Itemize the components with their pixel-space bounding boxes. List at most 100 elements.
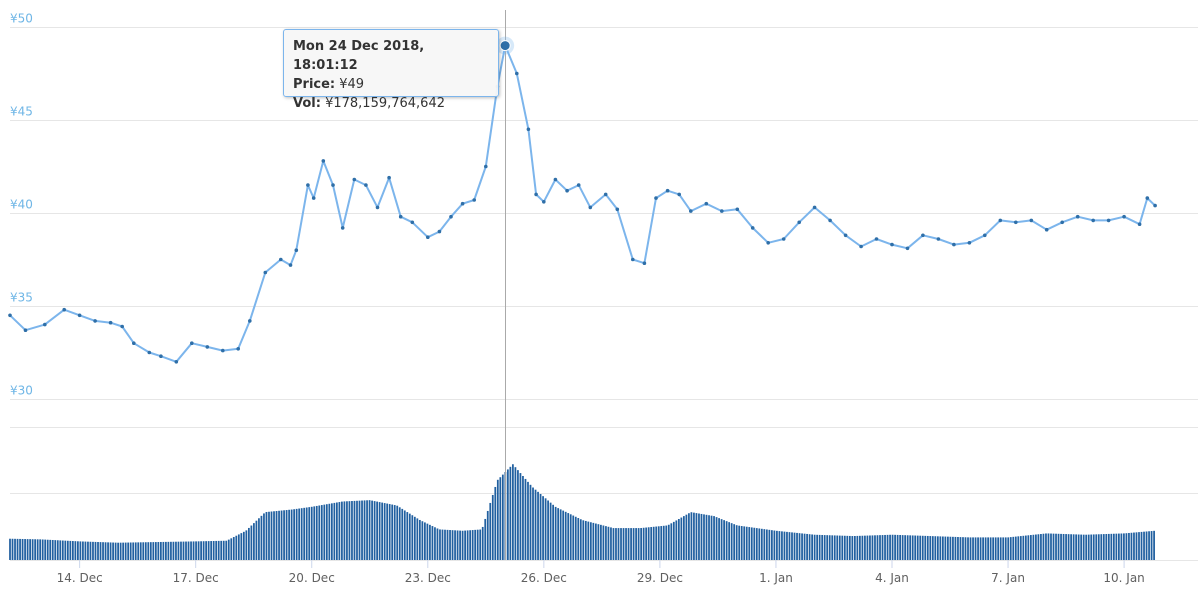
volume-bar xyxy=(831,535,834,560)
volume-bar xyxy=(215,540,218,560)
volume-bar xyxy=(549,502,552,560)
price-point xyxy=(472,198,477,202)
volume-bar xyxy=(165,541,167,560)
volume-bar xyxy=(159,541,162,560)
volume-bar xyxy=(396,505,399,560)
volume-bar xyxy=(499,477,502,560)
volume-bar xyxy=(506,469,509,560)
volume-bar xyxy=(587,521,590,560)
volume-bar xyxy=(607,526,610,560)
volume-bar xyxy=(826,535,829,560)
volume-bar xyxy=(172,541,175,560)
volume-bar xyxy=(273,511,275,560)
volume-bar xyxy=(542,496,544,560)
volume-bar xyxy=(205,541,208,560)
volume-bar xyxy=(1007,537,1010,560)
x-tick-label: 7. Jan xyxy=(991,571,1025,585)
volume-bar xyxy=(901,535,904,560)
volume-bar xyxy=(657,526,660,560)
volume-bar xyxy=(768,529,771,560)
volume-bar xyxy=(139,542,142,560)
price-point xyxy=(263,270,268,275)
volume-bar xyxy=(1017,536,1020,560)
volume-bar xyxy=(1090,534,1093,560)
volume-bar xyxy=(569,514,572,560)
price-point xyxy=(1044,227,1049,232)
volume-bar xyxy=(589,522,592,560)
volume-bar xyxy=(54,540,57,560)
volume-bar xyxy=(926,535,929,560)
volume-bar xyxy=(977,537,979,560)
volume-bar xyxy=(602,525,605,560)
volume-bar xyxy=(175,541,177,560)
volume-bar xyxy=(929,536,932,560)
price-point xyxy=(426,235,430,239)
volume-bar xyxy=(700,513,703,560)
volume-bar xyxy=(469,530,472,560)
volume-bar xyxy=(725,521,728,560)
volume-bar xyxy=(765,529,768,560)
volume-bar xyxy=(1029,535,1032,560)
volume-bar xyxy=(642,527,645,560)
volume-bar xyxy=(89,541,92,560)
volume-bar xyxy=(87,541,89,560)
volume-bar xyxy=(346,501,348,560)
price-point xyxy=(750,226,755,230)
price-point xyxy=(1122,214,1126,219)
volume-bar xyxy=(245,530,248,560)
price-point xyxy=(77,313,82,318)
volume-bar xyxy=(225,540,228,560)
volume-bar xyxy=(154,542,157,560)
volume-bar xyxy=(129,542,132,560)
volume-bar xyxy=(843,535,846,560)
volume-bar xyxy=(192,541,195,560)
volume-bar xyxy=(212,540,215,560)
volume-bar xyxy=(383,503,386,560)
volume-bar xyxy=(906,535,909,560)
volume-bar xyxy=(869,535,871,560)
volume-bar xyxy=(426,523,429,560)
price-point xyxy=(398,214,403,219)
price-point xyxy=(588,205,593,210)
volume-bar xyxy=(899,535,902,560)
volume-bar xyxy=(424,522,426,560)
price-point xyxy=(340,226,345,230)
volume-bar xyxy=(808,534,811,560)
volume-bar xyxy=(1128,532,1130,560)
volume-bar xyxy=(456,530,459,560)
volume-bar xyxy=(1102,534,1105,560)
price-line xyxy=(9,44,1156,363)
volume-bar xyxy=(519,473,522,560)
volume-bar xyxy=(783,531,786,560)
volume-bar xyxy=(190,541,192,560)
volume-bar xyxy=(539,493,542,560)
volume-bar xyxy=(838,535,841,560)
volume-bar xyxy=(177,541,180,560)
volume-bar xyxy=(635,528,637,560)
volume-bar xyxy=(622,528,625,560)
price-point xyxy=(1137,222,1142,226)
volume-bar xyxy=(1040,533,1042,560)
volume-bar xyxy=(21,538,24,560)
volume-bar xyxy=(49,539,52,560)
tooltip-vol-label: Vol: xyxy=(293,96,321,111)
volume-bar xyxy=(559,509,562,560)
volume-bar xyxy=(670,523,673,560)
volume-bar xyxy=(914,535,917,560)
volume-bar xyxy=(1105,534,1108,560)
volume-bar xyxy=(690,512,693,560)
volume-bar xyxy=(484,518,487,560)
tooltip-vol-row: Vol: ¥178,159,764,642 xyxy=(293,94,489,113)
volume-bar xyxy=(532,487,534,560)
volume-bar xyxy=(1002,537,1005,560)
price-point xyxy=(331,183,335,187)
price-point xyxy=(410,220,415,225)
volume-bar xyxy=(481,526,484,560)
x-tick-label: 4. Jan xyxy=(875,571,909,585)
volume-bar xyxy=(82,541,84,560)
volume-bar xyxy=(944,536,947,560)
price-point xyxy=(704,201,709,206)
volume-bar xyxy=(605,526,607,560)
volume-bar xyxy=(1055,533,1057,560)
